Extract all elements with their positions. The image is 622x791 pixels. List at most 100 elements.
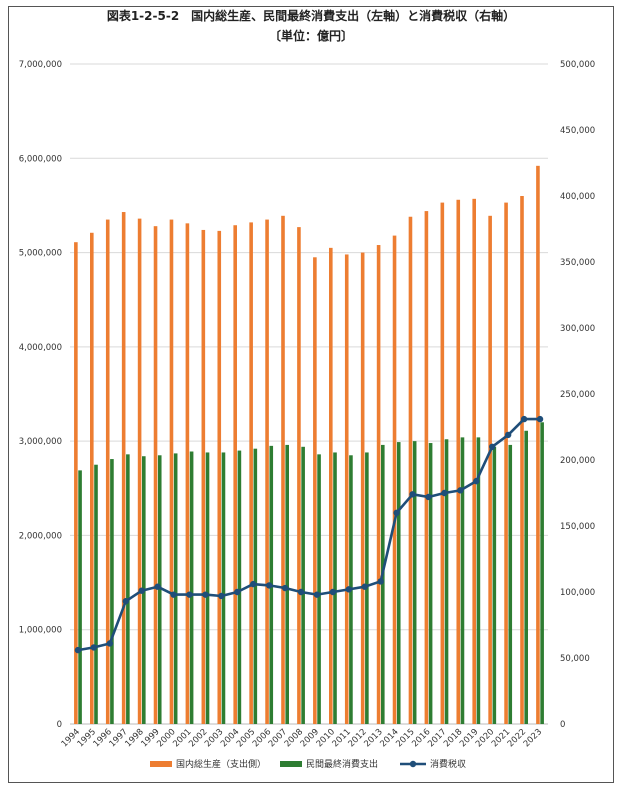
gdp-bar (137, 218, 142, 724)
gdp-bar (392, 235, 397, 724)
consumption-bar (460, 437, 465, 724)
gdp-bar (90, 232, 94, 724)
left-axis-tick-label: 3,000,000 (19, 437, 62, 447)
gdp-bar (121, 212, 126, 724)
consumption-bar (508, 444, 513, 724)
tax-revenue-point (138, 587, 145, 594)
tax-revenue-point (297, 588, 305, 596)
gdp-bar (169, 219, 174, 725)
tax-revenue-point (473, 477, 480, 485)
left-axis-tick-label: 0 (57, 720, 62, 730)
gdp-bar (424, 211, 429, 725)
gdp-bar (344, 254, 349, 724)
gdp-bar (74, 242, 78, 724)
tax-revenue-point (489, 443, 496, 450)
tax-revenue-point (409, 491, 416, 498)
tax-revenue-point (393, 509, 400, 516)
consumption-bar (173, 453, 178, 724)
tax-revenue-point (457, 487, 464, 494)
right-axis-tick-label: 200,000 (560, 456, 595, 466)
tax-revenue-point (250, 580, 257, 588)
left-axis-tick-label: 1,000,000 (19, 626, 62, 636)
gdp-bar (297, 227, 301, 724)
tax-revenue-point (313, 591, 321, 598)
legend-label: 民間最終消費支出 (306, 758, 378, 770)
left-axis-tick-label: 7,000,000 (19, 60, 62, 70)
right-axis-tick-label: 450,000 (560, 126, 595, 136)
tax-revenue-point (154, 583, 161, 590)
gdp-bar (265, 219, 269, 725)
consumption-bar (333, 452, 337, 724)
tax-revenue-point (218, 592, 225, 600)
consumption-bar (381, 444, 385, 724)
consumption-bar (428, 443, 433, 724)
gdp-bar (520, 196, 524, 724)
left-axis-tick-label: 4,000,000 (19, 343, 62, 353)
gdp-bar (536, 165, 540, 725)
gdp-bar (249, 222, 253, 724)
right-axis-tick-label: 400,000 (560, 192, 595, 202)
consumption-bar (540, 422, 544, 724)
legend-label: 消費税収 (430, 758, 466, 770)
right-axis-tick-label: 50,000 (560, 654, 590, 664)
legend-swatch-point (409, 760, 417, 768)
tax-revenue-point (265, 582, 273, 589)
gdp-bar (329, 247, 333, 724)
gdp-bar (360, 252, 365, 725)
right-axis-tick-label: 500,000 (560, 60, 595, 70)
consumption-bar (221, 452, 226, 724)
tax-revenue-point (377, 578, 384, 585)
gdp-bar (376, 245, 381, 724)
right-axis-tick-label: 250,000 (560, 390, 595, 400)
tax-revenue-point (186, 591, 193, 598)
right-axis-tick-label: 150,000 (560, 522, 595, 532)
tax-revenue-point (170, 591, 177, 598)
tax-revenue-point (90, 644, 98, 651)
gdp-bar (105, 219, 110, 725)
gdp-bar (408, 216, 413, 724)
legend-swatch (280, 761, 302, 767)
consumption-bar (110, 459, 114, 724)
gdp-bar (313, 257, 317, 724)
chart-subtitle: 〔単位：億円〕 (268, 29, 353, 43)
consumption-bar (492, 446, 497, 724)
tax-revenue-point (281, 584, 289, 592)
tax-revenue-point (329, 588, 337, 596)
consumption-bar (285, 444, 289, 724)
consumption-bar (317, 454, 321, 724)
gdp-bar (488, 215, 492, 725)
right-axis-tick-label: 100,000 (560, 588, 595, 598)
gdp-bar (153, 226, 158, 724)
left-axis-tick-label: 2,000,000 (19, 531, 62, 541)
consumption-bar (94, 464, 98, 724)
consumption-bar (476, 437, 481, 724)
gdp-bar (233, 225, 237, 724)
right-axis-tick-label: 0 (560, 720, 565, 730)
consumption-bar (78, 470, 82, 724)
left-axis-tick-label: 6,000,000 (19, 154, 62, 164)
x-axis-tick-label: 2023 (522, 727, 544, 749)
consumption-bar (412, 441, 417, 724)
tax-revenue-point (122, 598, 129, 605)
legend-label: 国内総生産（支出側） (176, 758, 266, 770)
gdp-bar (440, 202, 445, 725)
tax-revenue-point (106, 640, 114, 647)
gdp-bar (504, 202, 508, 725)
right-axis-tick-label: 350,000 (560, 258, 595, 268)
right-axis-tick-label: 300,000 (560, 324, 595, 334)
consumption-bar (524, 430, 528, 724)
consumption-bar (126, 454, 130, 724)
gdp-bar (185, 223, 190, 725)
tax-revenue-point (202, 591, 209, 598)
gdp-bar (456, 199, 461, 724)
tax-revenue-point (536, 415, 544, 423)
tax-revenue-point (425, 493, 432, 501)
tax-revenue-line (77, 417, 540, 652)
consumption-bar (301, 446, 305, 724)
gdp-bar (281, 215, 285, 725)
gdp-bar (201, 229, 206, 724)
consumption-bar (444, 439, 449, 724)
chart-title: 図表1-2-5-2 国内総生産、民間最終消費支出（左軸）と消費税収（右軸） (106, 9, 516, 23)
tax-revenue-point (361, 583, 368, 590)
